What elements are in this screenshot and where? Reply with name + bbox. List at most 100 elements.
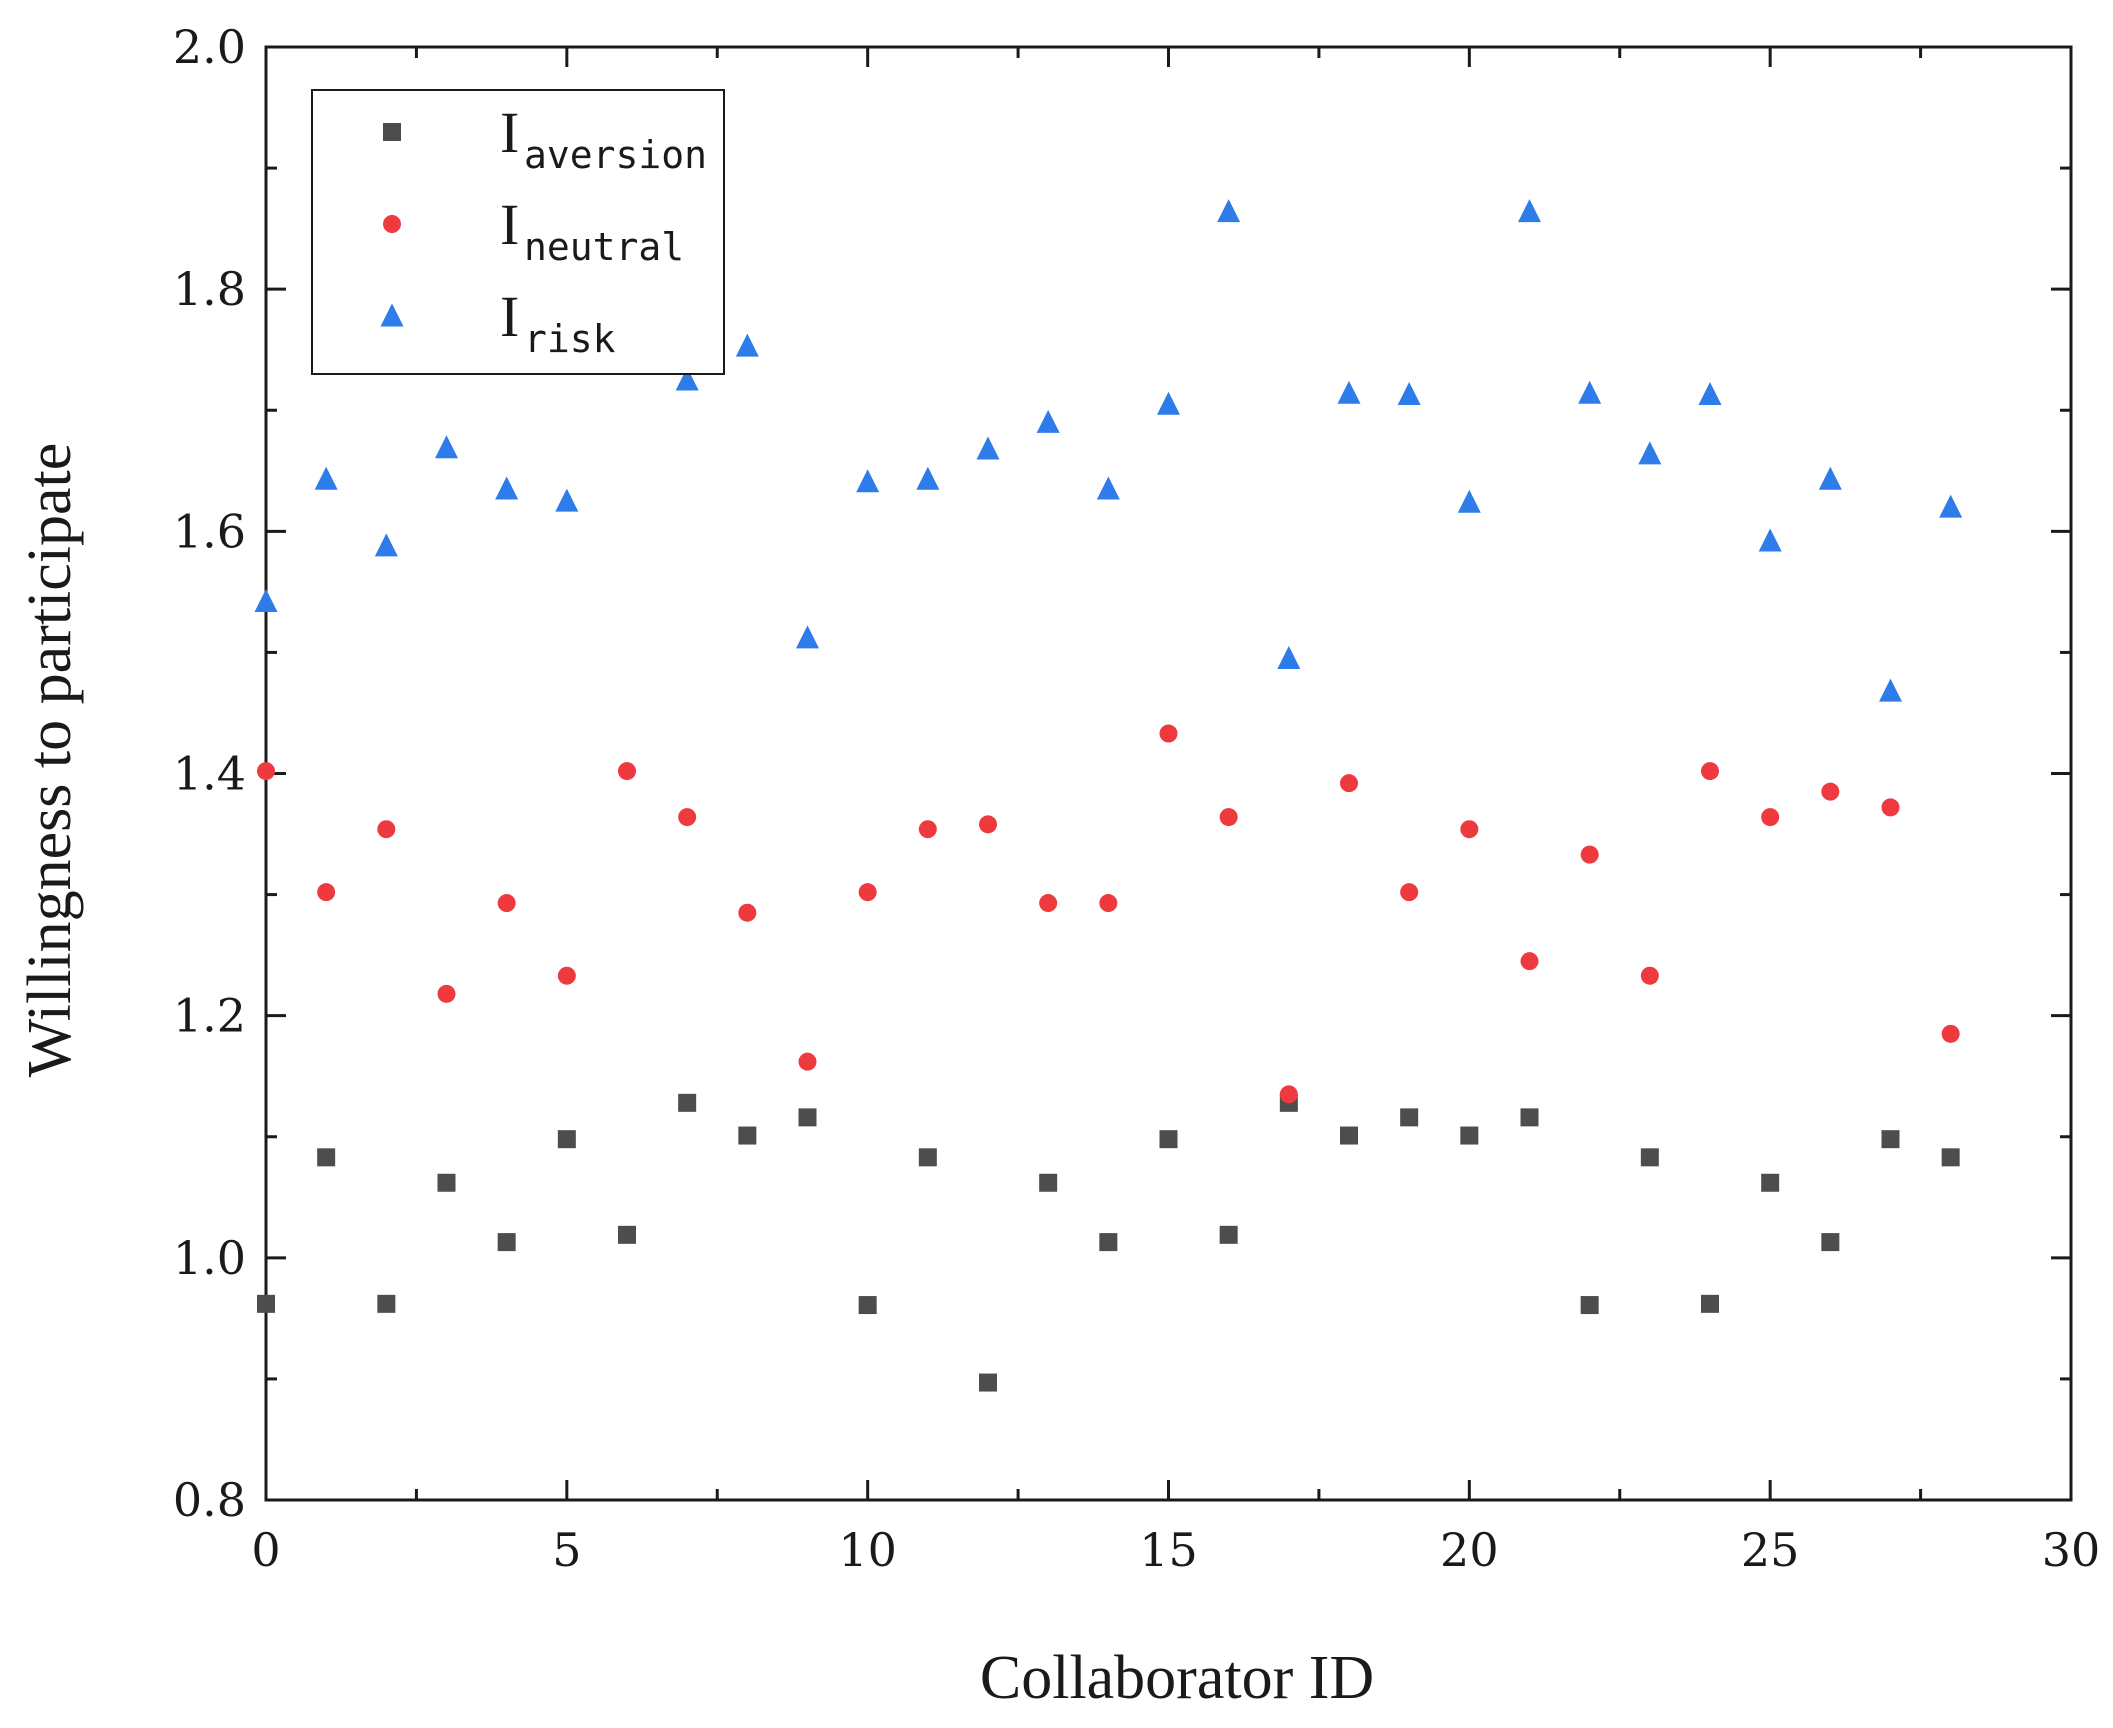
x-tick-labels: 0 5 10 15 20 25 30 [251, 1523, 2100, 1577]
point-neutral [557, 966, 576, 985]
point-risk [1397, 382, 1421, 406]
point-neutral [1941, 1024, 1960, 1043]
y-tick-label: 1.0 [173, 1231, 246, 1285]
point-aversion [1520, 1108, 1539, 1127]
point-risk [1578, 380, 1602, 404]
point-risk [796, 625, 819, 649]
point-risk [916, 466, 940, 490]
point-neutral [1219, 808, 1238, 827]
point-neutral [1340, 774, 1358, 793]
series-aversion [257, 1093, 1960, 1392]
point-aversion [1099, 1233, 1118, 1252]
point-risk [1879, 678, 1902, 702]
y-tick-label: 1.8 [173, 262, 246, 316]
point-neutral [1099, 894, 1118, 913]
point-risk [495, 476, 519, 500]
point-aversion [1941, 1148, 1960, 1167]
legend-box [311, 89, 725, 375]
point-neutral [1279, 1085, 1298, 1104]
point-aversion [1159, 1130, 1178, 1149]
y-tick-label: 0.8 [173, 1473, 246, 1527]
point-neutral [1039, 894, 1058, 913]
point-risk [1698, 382, 1722, 406]
point-neutral [437, 984, 456, 1003]
x-tick-label: 30 [2042, 1523, 2101, 1577]
x-tick-label: 15 [1139, 1523, 1198, 1577]
legend-label-neutral: I [500, 192, 519, 257]
legend-marker-aversion [383, 123, 401, 141]
point-aversion [1400, 1108, 1419, 1127]
point-aversion [497, 1233, 516, 1252]
point-risk [856, 469, 880, 493]
point-aversion [1460, 1126, 1479, 1145]
legend-sub-aversion: aversion [524, 133, 707, 177]
point-risk [1518, 199, 1541, 223]
x-tick-label: 20 [1440, 1523, 1499, 1577]
x-axis-title: Collaborator ID [980, 1644, 1374, 1712]
legend-label-aversion: I [500, 100, 519, 165]
point-aversion [1821, 1233, 1840, 1252]
point-aversion [738, 1126, 757, 1145]
point-aversion [1219, 1225, 1238, 1244]
point-neutral [618, 762, 636, 781]
point-aversion [678, 1093, 697, 1112]
point-neutral [1821, 782, 1840, 801]
point-risk [1638, 441, 1662, 465]
point-aversion [1039, 1173, 1058, 1192]
point-risk [254, 589, 278, 613]
point-aversion [979, 1373, 997, 1392]
point-neutral [257, 762, 275, 781]
point-risk [1217, 199, 1241, 223]
point-aversion [1340, 1126, 1358, 1145]
y-tick-label: 1.4 [173, 747, 246, 801]
point-neutral [1159, 724, 1178, 743]
point-risk [675, 367, 699, 391]
x-tick-label: 25 [1741, 1523, 1800, 1577]
legend-sub-neutral: neutral [524, 225, 684, 269]
y-tick-label: 1.2 [173, 989, 246, 1043]
point-neutral [1460, 820, 1479, 839]
point-aversion [437, 1173, 456, 1192]
point-aversion [918, 1148, 937, 1167]
point-neutral [1761, 808, 1780, 827]
point-neutral [858, 883, 877, 902]
legend-marker-risk [380, 303, 404, 327]
point-aversion [1640, 1148, 1659, 1167]
point-neutral [1400, 883, 1419, 902]
point-risk [1036, 409, 1060, 433]
point-risk [735, 333, 759, 357]
point-neutral [377, 820, 396, 839]
y-axis-title: Willingness to participate [16, 443, 84, 1078]
point-aversion [618, 1225, 636, 1244]
point-neutral [1701, 762, 1719, 781]
point-neutral [497, 894, 516, 913]
point-neutral [1580, 845, 1599, 864]
point-risk [1818, 466, 1842, 490]
y-tick-label: 2.0 [173, 20, 246, 74]
axis-ticks [264, 45, 2073, 1502]
point-risk [1939, 494, 1963, 518]
point-risk [1457, 489, 1481, 513]
legend-sub-risk: risk [524, 317, 616, 361]
point-aversion [1701, 1294, 1719, 1313]
point-aversion [1580, 1296, 1599, 1315]
point-aversion [1881, 1130, 1900, 1149]
x-tick-label: 10 [838, 1523, 897, 1577]
point-neutral [798, 1052, 817, 1071]
series-risk [254, 199, 1963, 702]
point-aversion [317, 1148, 336, 1167]
point-risk [976, 436, 1000, 460]
point-aversion [257, 1294, 275, 1313]
point-neutral [979, 815, 997, 834]
x-tick-label: 5 [552, 1523, 581, 1577]
series-neutral [257, 724, 1960, 1104]
legend-marker-neutral [383, 215, 401, 233]
point-risk [374, 533, 398, 557]
point-neutral [738, 903, 757, 922]
point-neutral [317, 883, 336, 902]
x-tick-label: 0 [251, 1523, 280, 1577]
point-neutral [678, 808, 697, 827]
point-risk [555, 488, 579, 512]
